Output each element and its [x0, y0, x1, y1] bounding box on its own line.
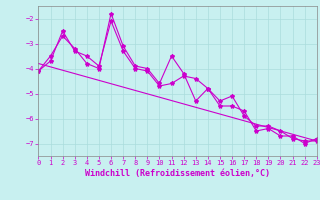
X-axis label: Windchill (Refroidissement éolien,°C): Windchill (Refroidissement éolien,°C) — [85, 169, 270, 178]
